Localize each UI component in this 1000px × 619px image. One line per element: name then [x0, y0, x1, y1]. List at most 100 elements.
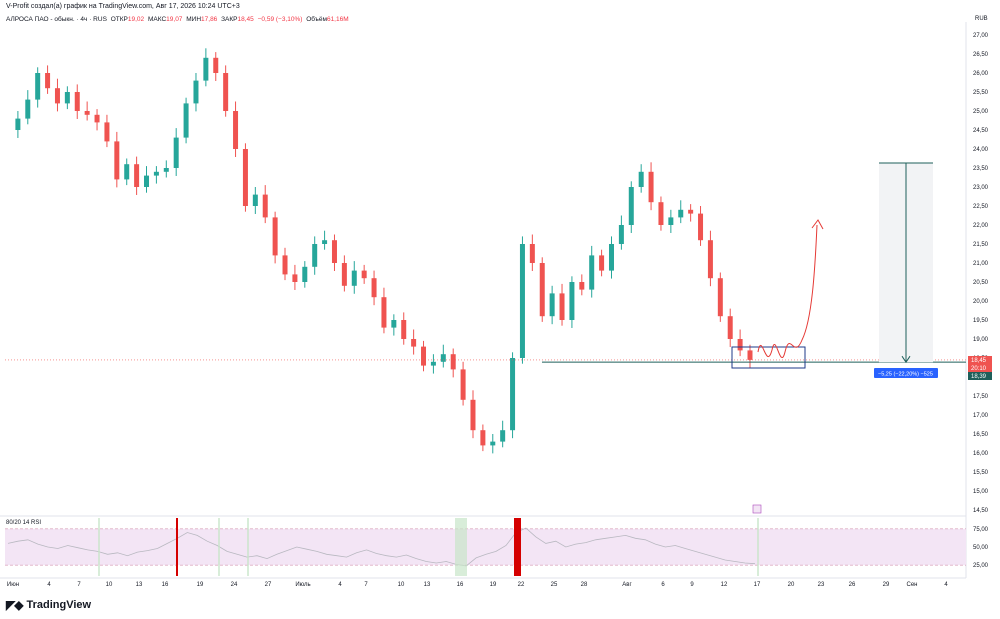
- candle: [272, 217, 278, 256]
- rsi-highlight: [757, 518, 759, 576]
- price-label: 20:10: [971, 366, 987, 372]
- candle: [282, 255, 288, 275]
- rsi-tick-label: 75,00: [973, 527, 989, 533]
- candle: [618, 225, 624, 244]
- y-tick-label: 23,50: [973, 166, 989, 172]
- candle: [104, 122, 110, 142]
- candle: [35, 73, 41, 100]
- y-tick-label: 17,50: [973, 394, 989, 400]
- candle: [381, 297, 387, 328]
- candle: [510, 358, 516, 431]
- change-value: −0,59 (−3,10%): [257, 16, 303, 23]
- y-tick-label: 20,00: [973, 299, 989, 305]
- measure-label: −5,25 (−22,20%) −525: [878, 372, 933, 378]
- candle: [549, 293, 555, 317]
- candle: [401, 320, 407, 339]
- candle: [599, 255, 605, 271]
- candle: [470, 399, 476, 431]
- candle: [183, 103, 189, 138]
- y-tick-label: 21,00: [973, 261, 989, 267]
- candle: [144, 175, 150, 187]
- x-tick-label: 10: [398, 582, 405, 588]
- brand: ◤◆ TradingView: [6, 598, 91, 612]
- candle: [589, 255, 595, 290]
- candle: [747, 350, 753, 360]
- volume-label: Объём: [306, 16, 327, 23]
- candle: [351, 270, 357, 286]
- candle: [529, 244, 535, 263]
- event-flag-icon: [752, 504, 762, 514]
- x-tick-label: 13: [136, 582, 143, 588]
- price-label: 18,45: [971, 358, 987, 364]
- candle: [94, 114, 100, 123]
- close-label: ЗАКР: [221, 16, 238, 23]
- rsi-highlight: [247, 518, 249, 576]
- candle: [421, 346, 427, 366]
- y-tick-label: 22,50: [973, 204, 989, 210]
- candle: [153, 171, 159, 176]
- rsi-line: [7, 527, 756, 567]
- y-tick-label: 24,00: [973, 147, 989, 153]
- candle: [658, 202, 664, 225]
- candle: [292, 274, 298, 282]
- rsi-highlight: [218, 518, 220, 576]
- candle: [450, 354, 456, 370]
- candle: [500, 430, 506, 442]
- candle: [608, 244, 614, 271]
- candle: [559, 293, 565, 320]
- rsi-title: 80/20 14 RSI: [6, 520, 42, 526]
- candle: [331, 240, 337, 263]
- candle: [391, 320, 397, 328]
- x-tick-label: 12: [721, 582, 728, 588]
- x-tick-label: 17: [754, 582, 761, 588]
- low-value: 17,86: [201, 16, 218, 23]
- x-tick-label: 9: [690, 582, 694, 588]
- rsi-tick-label: 25,00: [973, 563, 989, 569]
- x-tick-label: 19: [197, 582, 204, 588]
- candle: [45, 73, 51, 89]
- candle: [411, 339, 417, 347]
- brand-name: TradingView: [26, 599, 92, 611]
- candle: [737, 339, 743, 351]
- candle: [193, 80, 199, 104]
- candle: [579, 282, 585, 290]
- candle: [302, 266, 308, 282]
- volume-value: 61,16M: [326, 16, 349, 23]
- rsi-highlight: [455, 518, 467, 576]
- candle: [213, 57, 219, 73]
- x-tick-label: Авг: [622, 582, 632, 588]
- y-tick-label: 27,00: [973, 33, 989, 39]
- rsi-signal-marker: [514, 518, 521, 576]
- candle: [707, 240, 713, 279]
- price-label-bg: [968, 356, 992, 364]
- x-tick-label: 4: [944, 582, 948, 588]
- candle: [54, 88, 60, 104]
- x-tick-label: Июн: [7, 582, 19, 588]
- x-tick-label: 26: [849, 582, 856, 588]
- candle: [262, 194, 268, 218]
- x-tick-label: 29: [883, 582, 890, 588]
- candle: [668, 217, 674, 225]
- x-tick-label: 13: [424, 582, 431, 588]
- symbol-name[interactable]: АЛРОСА ПАО - обыкн. · 4ч · RUS: [6, 16, 107, 23]
- measure-arrow-head: [901, 355, 911, 364]
- y-tick-label: 16,50: [973, 432, 989, 438]
- price-label: 18,39: [971, 374, 987, 380]
- y-tick-label: 25,50: [973, 90, 989, 96]
- candle: [539, 263, 545, 317]
- y-tick-label: 17,00: [973, 413, 989, 419]
- x-tick-label: 23: [818, 582, 825, 588]
- candle: [252, 194, 258, 206]
- candle: [15, 118, 21, 130]
- y-tick-label: 21,50: [973, 242, 989, 248]
- candle: [312, 244, 318, 267]
- candle: [322, 240, 328, 244]
- candle: [233, 111, 239, 149]
- x-tick-label: 27: [265, 582, 272, 588]
- rsi-band: [5, 528, 966, 566]
- high-label: МАКС: [147, 16, 167, 23]
- y-tick-label: 24,50: [973, 128, 989, 134]
- candle: [698, 213, 704, 241]
- candle: [460, 369, 466, 400]
